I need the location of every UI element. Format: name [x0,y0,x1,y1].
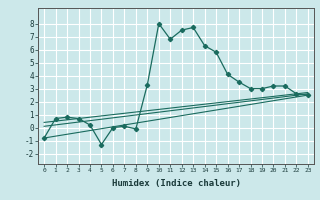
X-axis label: Humidex (Indice chaleur): Humidex (Indice chaleur) [111,179,241,188]
